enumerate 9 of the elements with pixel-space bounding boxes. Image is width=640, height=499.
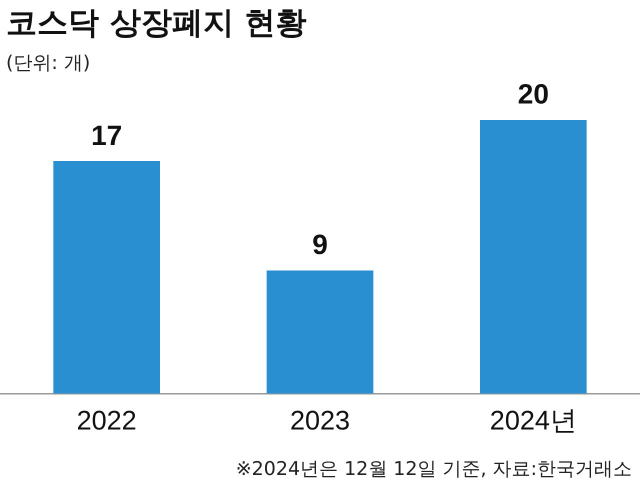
x-tick-label: 2024년	[490, 405, 577, 436]
data-label: 17	[91, 120, 122, 151]
chart-title: 코스닥 상장폐지 현황	[6, 4, 307, 43]
chart-subtitle: (단위: 개)	[6, 51, 90, 76]
x-tick-label: 2023	[290, 405, 350, 436]
data-label: 20	[518, 78, 549, 110]
data-label: 9	[312, 229, 328, 260]
x-tick-label: 2022	[76, 405, 137, 436]
text: ※2024년은 12월 12일 기준, 자료:한국거래소	[236, 457, 632, 482]
